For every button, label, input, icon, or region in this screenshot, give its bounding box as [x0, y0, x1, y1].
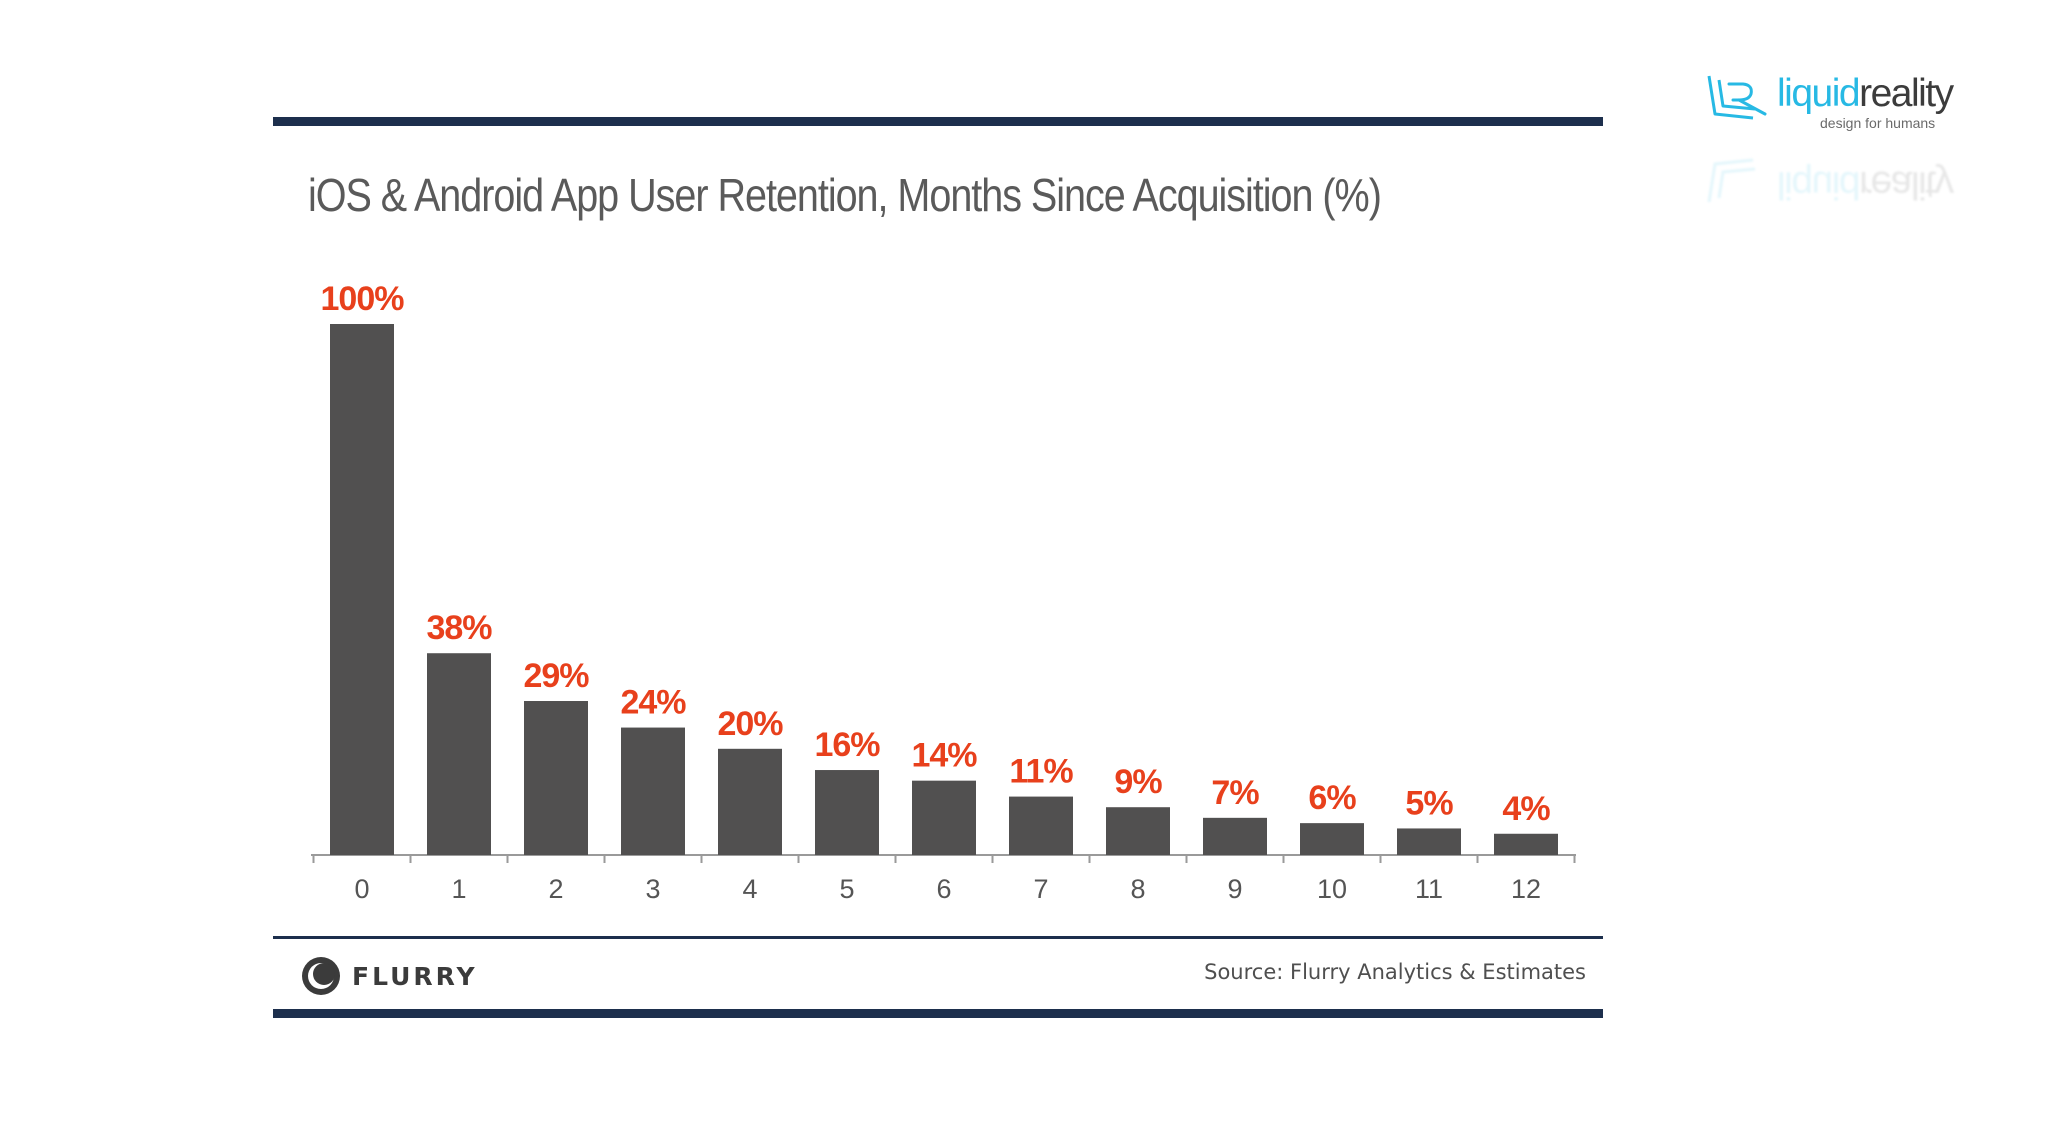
data-label-month-8: 9% [1114, 763, 1162, 801]
liquidreality-mark-reflection-icon [1707, 158, 1756, 203]
bar-month-2 [524, 701, 588, 855]
top-rule [273, 117, 1603, 126]
brand-reflection: liquidreality [1705, 154, 1953, 206]
bar-month-9 [1203, 817, 1267, 855]
data-label-month-9: 7% [1211, 774, 1259, 812]
bar-month-7 [1009, 796, 1073, 855]
data-label-month-7: 11% [1009, 753, 1073, 791]
data-label-month-10: 6% [1308, 779, 1356, 817]
flurry-logo-text: FLURRY [352, 961, 478, 991]
x-tick-label: 9 [1227, 874, 1242, 904]
x-tick-label: 6 [936, 874, 951, 904]
bar-month-5 [815, 770, 879, 855]
data-label-month-1: 38% [426, 609, 492, 647]
x-tick-label: 10 [1317, 874, 1347, 904]
x-tick-label: 5 [839, 874, 854, 904]
data-label-month-0: 100% [321, 280, 405, 318]
flurry-logo: FLURRY [300, 955, 478, 997]
footer-rule [273, 936, 1603, 939]
x-tick-label: 2 [548, 874, 563, 904]
bottom-rule [273, 1009, 1603, 1018]
x-tick-label: 8 [1130, 874, 1145, 904]
data-label-month-3: 24% [620, 684, 686, 722]
bar-month-6 [912, 780, 976, 855]
x-tick-label: 12 [1511, 874, 1541, 904]
data-label-month-11: 5% [1405, 784, 1453, 822]
x-tick-label: 3 [645, 874, 660, 904]
brand-name-liquid: liquid [1777, 72, 1861, 115]
bar-month-10 [1300, 823, 1364, 855]
x-tick-label: 0 [354, 874, 369, 904]
liquidreality-mark-icon [1707, 75, 1767, 120]
x-tick-label: 1 [451, 874, 466, 904]
bar-month-4 [718, 748, 782, 855]
bar-month-11 [1397, 828, 1461, 855]
x-tick-label: 11 [1415, 874, 1443, 904]
bar-month-1 [427, 653, 491, 855]
flurry-mark-icon [302, 957, 340, 995]
data-label-month-5: 16% [814, 726, 880, 764]
data-label-month-2: 29% [523, 657, 589, 695]
bar-month-12 [1494, 833, 1558, 855]
liquidreality-logo: liquidreality design for humans liquidre… [1705, 70, 1965, 206]
chart-title: iOS & Android App User Retention, Months… [308, 169, 1382, 221]
bar-month-8 [1106, 807, 1170, 855]
data-label-month-6: 14% [911, 737, 977, 775]
x-tick-label: 4 [742, 874, 757, 904]
brand-name-reality: reality [1859, 72, 1954, 115]
bar-month-0 [330, 324, 394, 855]
data-label-month-12: 4% [1502, 790, 1550, 828]
x-tick-label: 7 [1033, 874, 1048, 904]
brand-name: liquidreality [1777, 70, 1954, 118]
bar-month-3 [621, 727, 685, 855]
data-label-month-4: 20% [717, 705, 783, 743]
source-note: Source: Flurry Analytics & Estimates [1204, 960, 1586, 984]
brand-tagline: design for humans [1820, 115, 1936, 131]
